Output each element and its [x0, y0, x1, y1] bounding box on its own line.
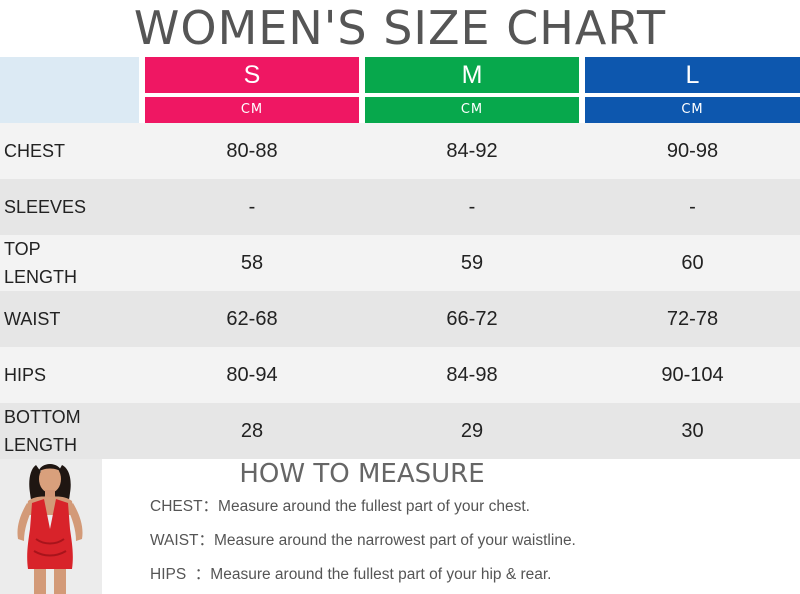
row-label-text: SLEEVES [4, 197, 87, 217]
tip-text: Measure around the narrowest part of you… [214, 532, 576, 549]
cell-m: 29 [460, 419, 484, 442]
tip-key: HIPS ： [150, 566, 211, 583]
cell-l: 90-104 [661, 363, 724, 386]
cell-l: 90-98 [666, 139, 719, 162]
row-label-text: BOTTOM LENGTH [4, 403, 81, 459]
row-label-line1: TOP [4, 239, 41, 259]
cell-s: 80-94 [226, 363, 278, 386]
row-label-line1: BOTTOM [4, 407, 81, 427]
row-label: WAIST [4, 291, 134, 347]
unit-header-l: CM [585, 97, 800, 123]
cell-m: 66-72 [446, 307, 498, 330]
row-label: SLEEVES [4, 179, 134, 235]
row-label-line2: LENGTH [4, 435, 78, 455]
tip-key: WAIST： [150, 532, 215, 549]
tip-text: Measure around the fullest part of your … [210, 566, 552, 583]
cell-l: - [689, 195, 696, 218]
size-header-m: M [365, 57, 579, 93]
header-corner [0, 57, 139, 123]
cell-s: 28 [240, 419, 264, 442]
model-figure-icon [0, 459, 102, 594]
table-row-top-length: TOP LENGTH 58 59 60 [0, 235, 800, 291]
model-photo [0, 459, 102, 594]
cell-m: 59 [460, 251, 484, 274]
row-label: TOP LENGTH [4, 235, 134, 291]
table-row-chest: CHEST 80-88 84-92 90-98 [0, 123, 800, 179]
unit-header-s: CM [145, 97, 359, 123]
cell-m: - [468, 195, 476, 218]
row-label: CHEST [4, 123, 134, 179]
cell-s: 62-68 [226, 307, 278, 330]
cell-s: 80-88 [226, 139, 278, 162]
page-title: WOMEN'S SIZE CHART [133, 1, 667, 55]
table-row-sleeves: SLEEVES - - - [0, 179, 800, 235]
row-label-text: TOP LENGTH [4, 235, 77, 291]
measure-tip-hips: HIPS ：Measure around the fullest part of… [150, 563, 552, 587]
size-header-l: L [585, 57, 800, 93]
size-table: CHEST 80-88 84-92 90-98 SLEEVES - - - TO… [0, 123, 800, 459]
cell-l: 30 [681, 419, 704, 442]
how-to-measure-title: HOW TO MEASURE [239, 459, 485, 489]
cell-s: 58 [240, 251, 264, 274]
cell-m: 84-98 [446, 363, 498, 386]
row-label-line2: LENGTH [4, 267, 78, 287]
row-label-text: WAIST [4, 309, 61, 329]
row-label-text: CHEST [4, 141, 66, 161]
row-label: HIPS [4, 347, 134, 403]
cell-l: 60 [681, 251, 704, 274]
row-label-text: HIPS [4, 365, 47, 385]
table-row-waist: WAIST 62-68 66-72 72-78 [0, 291, 800, 347]
row-label: BOTTOM LENGTH [4, 403, 134, 459]
table-row-bottom-length: BOTTOM LENGTH 28 29 30 [0, 403, 800, 459]
table-row-hips: HIPS 80-94 84-98 90-104 [0, 347, 800, 403]
measure-tip-chest: CHEST：Measure around the fullest part of… [150, 495, 530, 519]
tip-key: CHEST： [150, 498, 219, 515]
cell-m: 84-92 [446, 139, 498, 162]
tip-text: Measure around the fullest part of your … [218, 498, 530, 515]
measure-tip-waist: WAIST：Measure around the narrowest part … [150, 529, 576, 553]
unit-header-m: CM [365, 97, 579, 123]
size-header-s: S [145, 57, 359, 93]
cell-s: - [248, 195, 256, 218]
cell-l: 72-78 [666, 307, 719, 330]
